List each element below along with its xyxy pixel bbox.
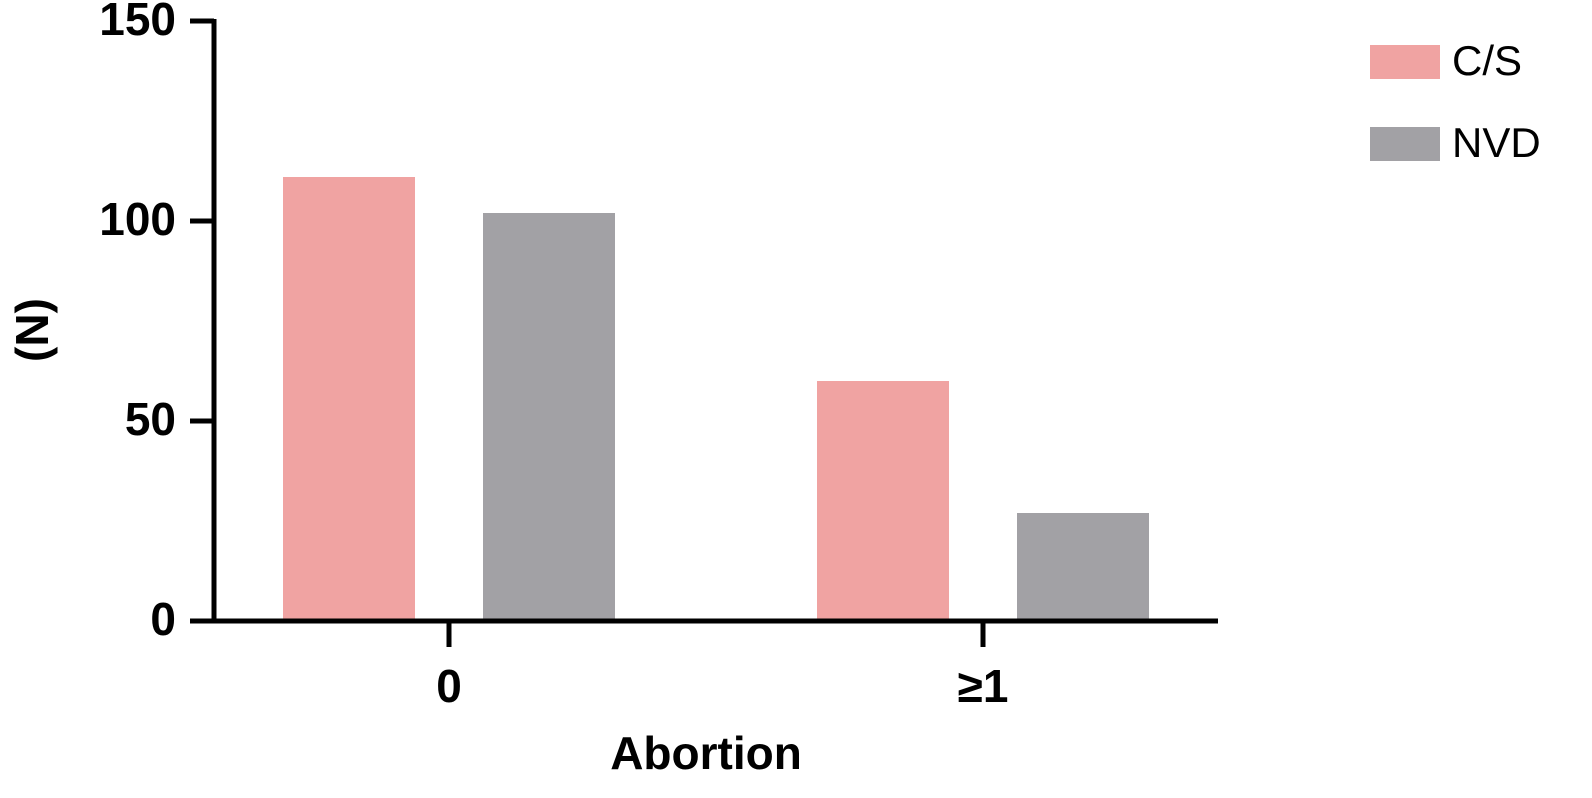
- legend-swatch: [1370, 45, 1440, 79]
- x-tick-label: ≥1: [958, 660, 1009, 712]
- bar: [1017, 513, 1149, 621]
- x-axis-label: Abortion: [610, 727, 802, 779]
- bar: [817, 381, 949, 621]
- legend-label: C/S: [1452, 37, 1522, 84]
- bar: [283, 177, 415, 621]
- y-tick-label: 100: [99, 193, 176, 245]
- x-tick-label: 0: [436, 660, 462, 712]
- y-tick-label: 150: [99, 0, 176, 45]
- y-tick-label: 50: [125, 393, 176, 445]
- bar: [483, 213, 615, 621]
- y-tick-label: 0: [150, 593, 176, 645]
- legend-label: NVD: [1452, 119, 1541, 166]
- legend-swatch: [1370, 127, 1440, 161]
- y-axis-label: (N): [6, 298, 58, 362]
